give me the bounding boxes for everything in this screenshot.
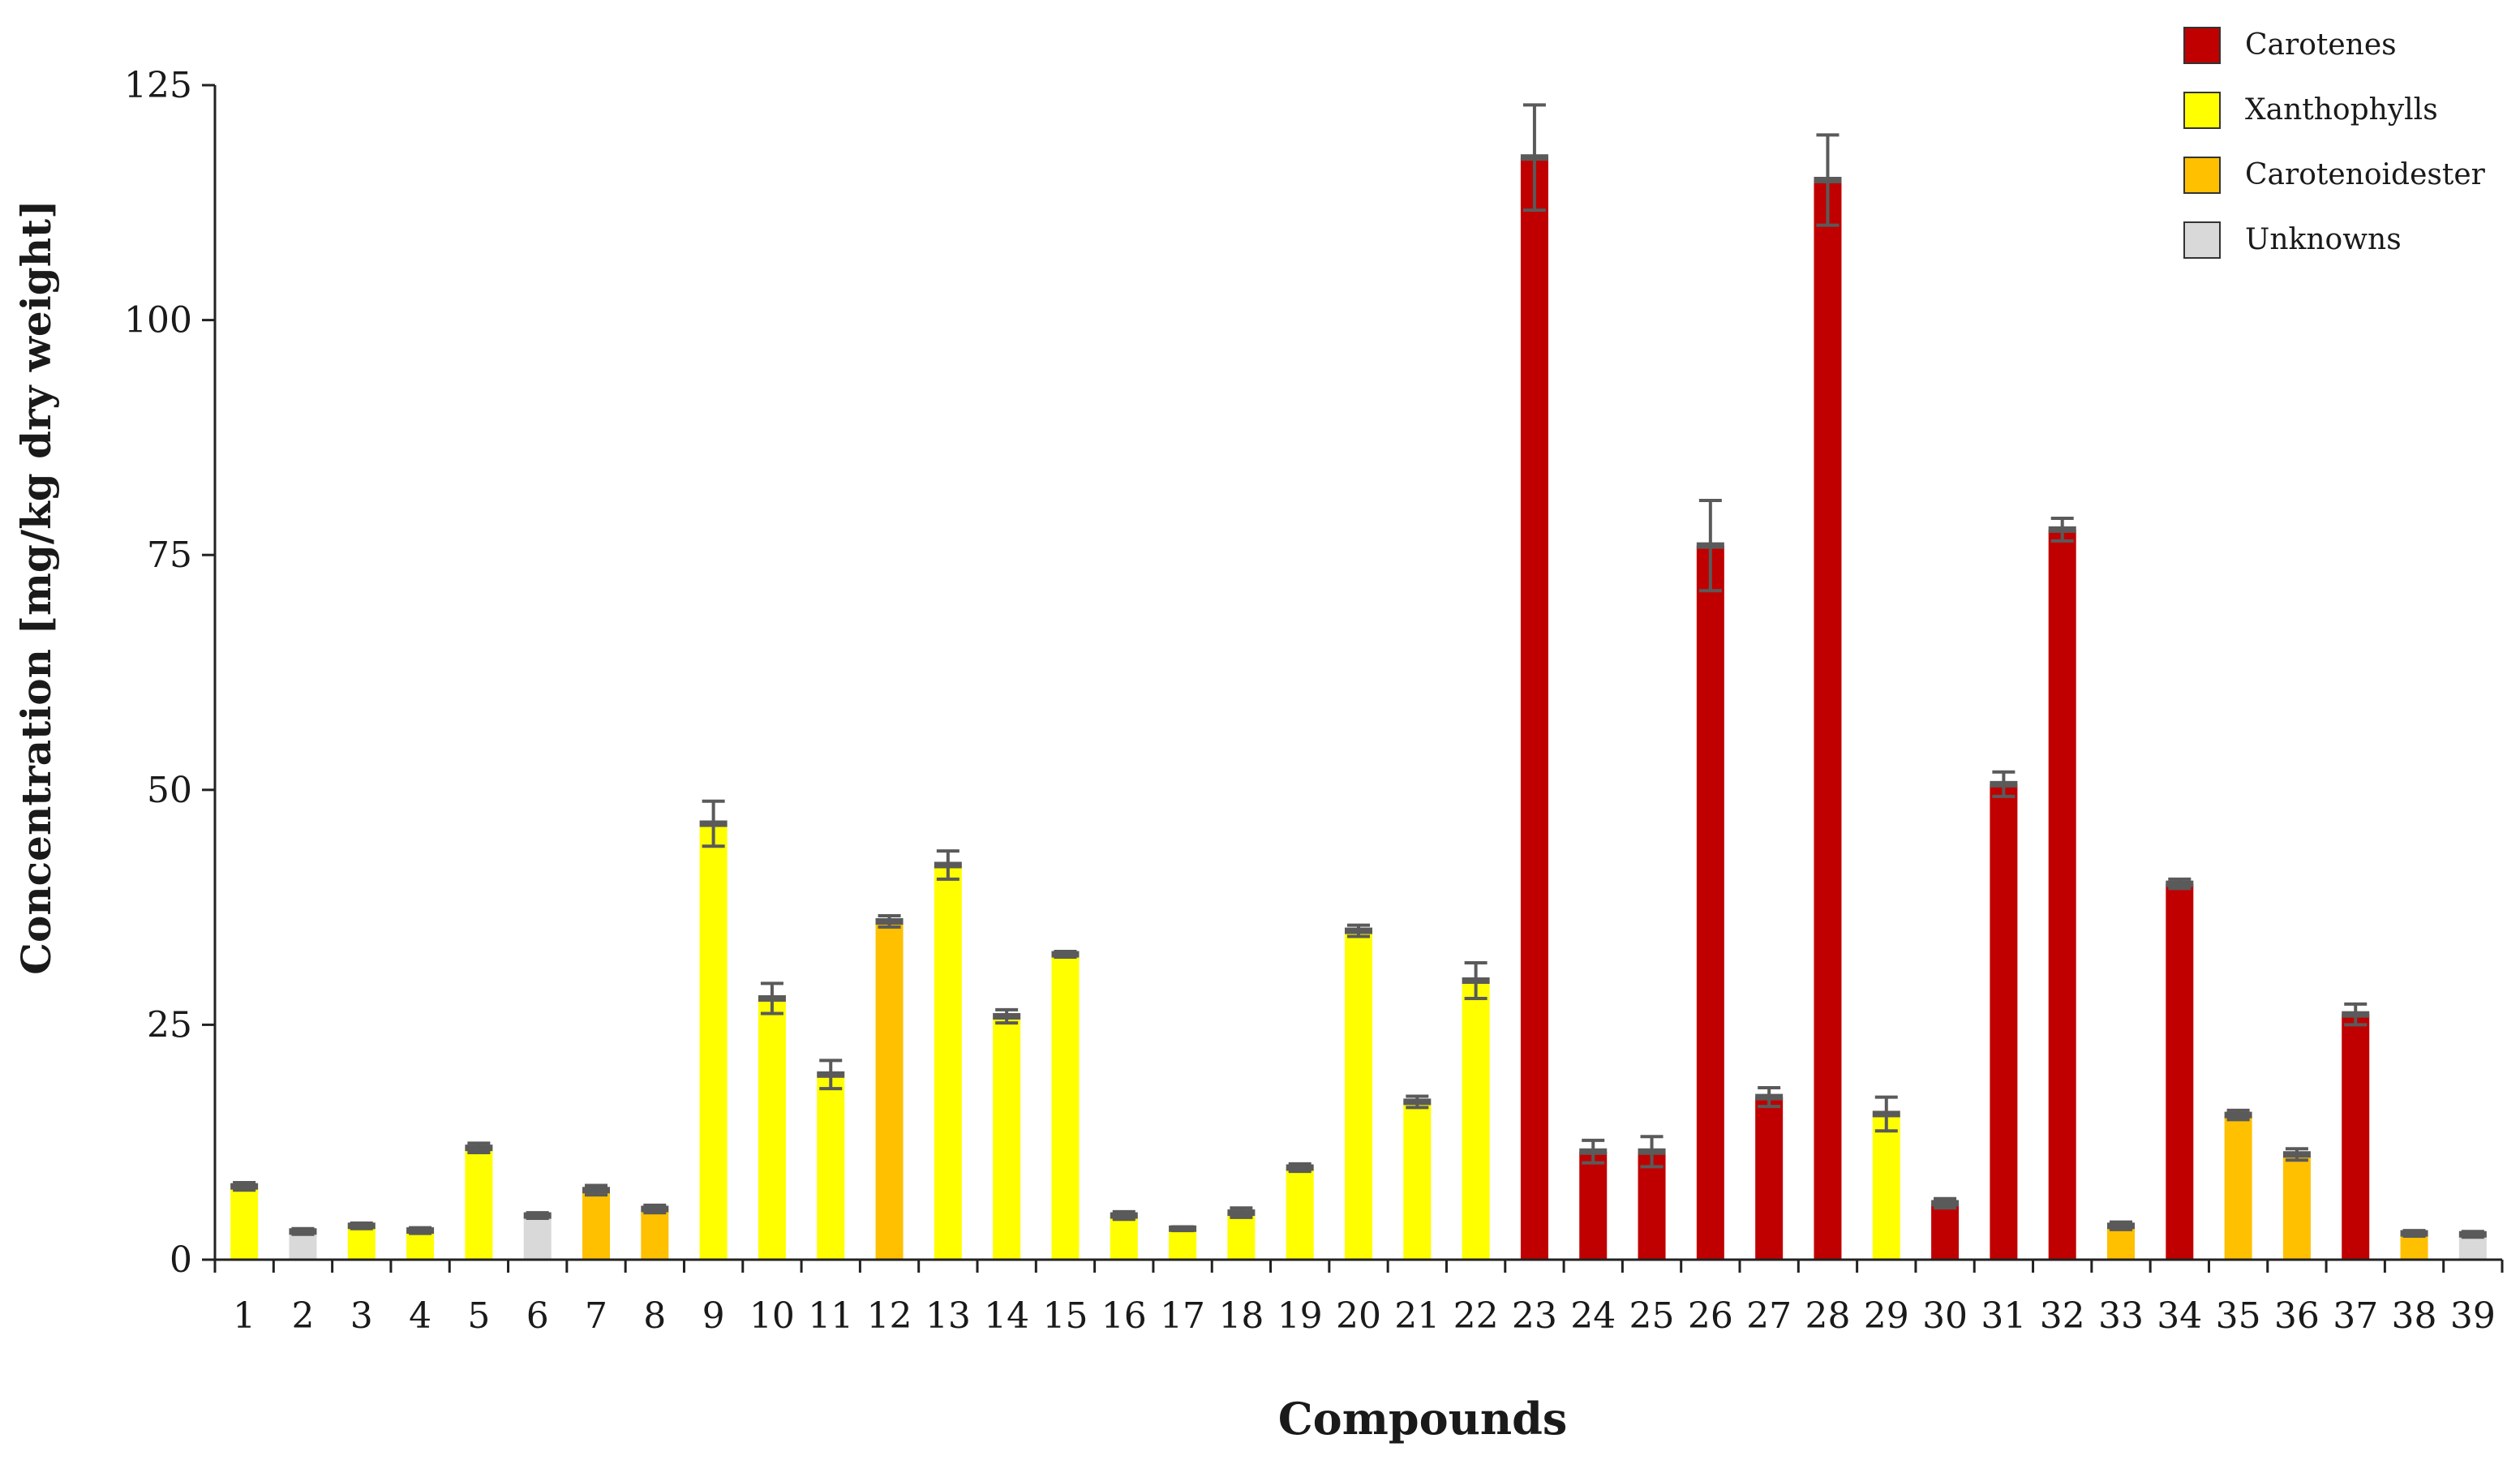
y-axis-title: Concentration [mg/kg dry weight] — [12, 200, 60, 975]
x-axis: 1 2 3 4 5 6 7 8 9 10 11 12 13 14 15 16 17 18 19 20 21 22 23 24 2… — [213, 1258, 2504, 1337]
plot-area — [230, 103, 2487, 1260]
x-tick-label: 3 — [350, 1295, 373, 1337]
y-axis: 0 25 50 75 100 125 — [124, 65, 217, 1281]
bar-29 — [1872, 1114, 1900, 1260]
bar-30 — [1931, 1203, 1960, 1260]
legend-swatch-xanthophyll — [2183, 92, 2221, 129]
bar-36 — [2282, 1154, 2311, 1260]
legend-label-ester: Carotenoidester — [2245, 158, 2486, 191]
bar-33 — [2107, 1226, 2135, 1260]
x-tick-label: 4 — [409, 1295, 431, 1337]
legend-label-unknown: Unknowns — [2245, 223, 2402, 256]
x-tick-label: 28 — [1805, 1295, 1850, 1337]
x-tick-label: 14 — [984, 1295, 1029, 1337]
legend-swatch-carotene — [2183, 27, 2221, 64]
y-tick-label: 125 — [124, 65, 192, 106]
y-tick-label: 50 — [147, 770, 192, 811]
x-tick-label: 13 — [925, 1295, 971, 1337]
x-tick-label: 11 — [808, 1295, 853, 1337]
y-tick-label: 0 — [170, 1239, 192, 1281]
bar-27 — [1755, 1097, 1784, 1260]
bar-6 — [523, 1215, 552, 1260]
x-tick-label: 27 — [1746, 1295, 1792, 1337]
x-tick-label: 30 — [1922, 1295, 1968, 1337]
bar-17 — [1169, 1228, 1197, 1260]
bar-20 — [1345, 930, 1372, 1260]
x-tick-label: 34 — [2157, 1295, 2202, 1337]
legend-swatch-ester — [2183, 157, 2221, 194]
bar-2 — [289, 1231, 317, 1260]
bar-12 — [875, 921, 904, 1260]
bar-32 — [2048, 529, 2076, 1260]
bar-15 — [1051, 954, 1080, 1260]
x-tick-label: 7 — [585, 1295, 607, 1337]
bar-9 — [699, 823, 728, 1260]
x-tick-label: 12 — [867, 1295, 912, 1337]
bar-37 — [2342, 1014, 2370, 1260]
x-tick-label: 1 — [233, 1295, 255, 1337]
x-tick-label: 35 — [2216, 1295, 2261, 1337]
bar-4 — [406, 1230, 435, 1260]
x-tick-label: 2 — [291, 1295, 314, 1337]
legend-label-carotene: Carotenes — [2245, 28, 2397, 62]
x-tick-label: 5 — [467, 1295, 490, 1337]
x-tick-label: 8 — [643, 1295, 666, 1337]
x-tick-label: 31 — [1981, 1295, 2026, 1337]
x-tick-label: 38 — [2392, 1295, 2437, 1337]
bar-28 — [1814, 179, 1842, 1260]
bar-5 — [465, 1148, 493, 1260]
bar-3 — [347, 1226, 376, 1260]
x-tick-label: 36 — [2274, 1295, 2320, 1337]
bar-13 — [934, 865, 962, 1260]
x-tick-label: 25 — [1629, 1295, 1675, 1337]
bar-7 — [582, 1190, 610, 1260]
bar-23 — [1520, 157, 1548, 1260]
bar-11 — [817, 1074, 845, 1260]
bar-31 — [1990, 784, 2018, 1260]
x-tick-label: 22 — [1453, 1295, 1499, 1337]
x-tick-label: 9 — [702, 1295, 725, 1337]
x-tick-label: 33 — [2098, 1295, 2144, 1337]
x-tick-label: 18 — [1218, 1295, 1264, 1337]
bar-35 — [2224, 1114, 2252, 1260]
bar-24 — [1579, 1151, 1608, 1260]
x-tick-label: 23 — [1512, 1295, 1557, 1337]
x-tick-label: 24 — [1570, 1295, 1616, 1337]
bar-22 — [1462, 980, 1490, 1260]
x-tick-label: 6 — [526, 1295, 549, 1337]
x-tick-label: 29 — [1864, 1295, 1909, 1337]
bar-26 — [1696, 545, 1724, 1260]
bar-25 — [1638, 1151, 1666, 1260]
x-tick-label: 17 — [1160, 1295, 1205, 1337]
x-tick-label: 39 — [2450, 1295, 2496, 1337]
y-tick-label: 25 — [147, 1004, 192, 1046]
x-axis-title: Compounds — [1278, 1393, 1568, 1445]
bar-14 — [993, 1016, 1021, 1260]
bar-19 — [1286, 1167, 1314, 1260]
bar-21 — [1403, 1102, 1432, 1260]
x-tick-label: 20 — [1336, 1295, 1381, 1337]
x-tick-label: 37 — [2333, 1295, 2378, 1337]
bar-10 — [758, 998, 786, 1260]
x-tick-label: 21 — [1394, 1295, 1440, 1337]
legend-swatch-unknown — [2183, 221, 2221, 259]
x-tick-label: 16 — [1101, 1295, 1147, 1337]
bar-16 — [1110, 1215, 1138, 1260]
x-tick-label: 10 — [749, 1295, 795, 1337]
legend-label-xanthophyll: Xanthophylls — [2245, 93, 2438, 127]
x-tick-label: 15 — [1042, 1295, 1088, 1337]
y-tick-label: 75 — [147, 535, 192, 576]
bar-18 — [1227, 1213, 1256, 1260]
bar-34 — [2166, 883, 2194, 1260]
legend: Carotenes Xanthophylls Carotenoidester Unkn… — [2183, 27, 2486, 259]
x-tick-label: 26 — [1688, 1295, 1733, 1337]
x-tick-label: 19 — [1277, 1295, 1323, 1337]
x-tick-label: 32 — [2040, 1295, 2085, 1337]
bar-8 — [641, 1209, 669, 1260]
y-tick-label: 100 — [124, 300, 192, 341]
bar-1 — [230, 1186, 259, 1260]
